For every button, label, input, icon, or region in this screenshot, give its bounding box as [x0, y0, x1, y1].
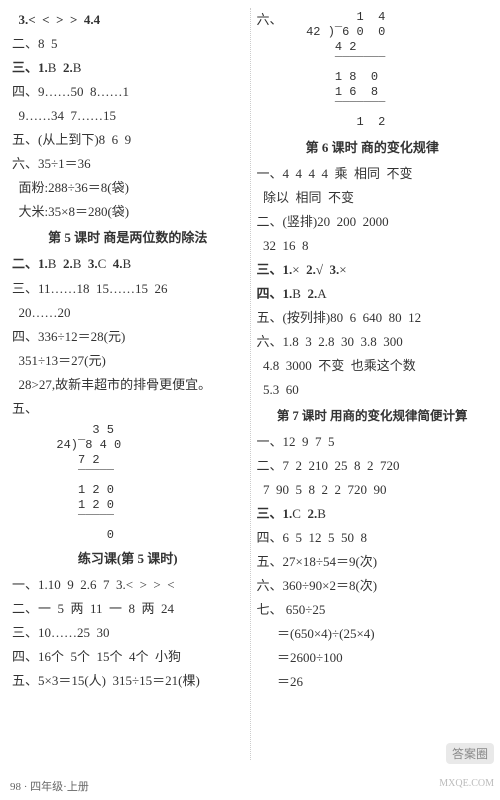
label: 三、1.	[257, 262, 293, 277]
label: 三、1.	[257, 506, 293, 521]
text-line: 二、一 5 两 11 一 8 两 24	[12, 597, 244, 621]
label: 2.	[307, 506, 317, 521]
label: 3.	[330, 262, 340, 277]
long-division-1: 3 5 24)‾8 4 0 7 2 ‾‾‾‾‾ 1 2 0 1 2 0 ‾‾‾‾…	[42, 423, 244, 543]
text-line: 三、1.C 2.B	[257, 502, 489, 526]
text-line: 五、27×18÷54＝9(次)	[257, 550, 489, 574]
label: 2.	[307, 286, 317, 301]
text-line: 面粉:288÷36＝8(袋)	[12, 176, 244, 200]
watermark-url: MXQE.COM	[439, 778, 494, 790]
text-line: 二、8 5	[12, 32, 244, 56]
page-footer: 98 · 四年级·上册	[10, 778, 89, 794]
text-line: 三、1.× 2.√ 3.×	[257, 258, 489, 282]
text-line: 5.3 60	[257, 378, 489, 402]
label: 4.	[113, 256, 123, 271]
text-line: 351÷13＝27(元)	[12, 349, 244, 373]
text-line: 四、16个 5个 15个 4个 小狗	[12, 645, 244, 669]
text-line: 一、1.10 9 2.6 7 3.< > > <	[12, 573, 244, 597]
label: 3.	[88, 256, 98, 271]
text-line: 五、	[12, 397, 244, 421]
label: 二、1.	[12, 256, 48, 271]
label: 三、1.	[12, 60, 48, 75]
text-line: 五、(按列排)80 6 640 80 12	[257, 306, 489, 330]
text-line: 三、10……25 30	[12, 621, 244, 645]
text-line: 七、 650÷25	[257, 598, 489, 622]
text-line: 一、12 9 7 5	[257, 430, 489, 454]
text-line: 28>27,故新丰超市的排骨更便宜。	[12, 373, 244, 397]
page-container: 3.< < > > 4.4 二、8 5 三、1.B 2.B 四、9……50 8……	[0, 0, 500, 760]
text-line: ＝(650×4)÷(25×4)	[271, 622, 489, 646]
label: 2.	[63, 60, 73, 75]
text-line: 一、4 4 4 4 乘 相同 不变	[257, 162, 489, 186]
text-line: 六、	[257, 8, 285, 134]
text-line: 六、360÷90×2＝8(次)	[257, 574, 489, 598]
section-5-title: 第 5 课时 商是两位数的除法	[12, 226, 244, 250]
text-line: 32 16 8	[257, 234, 489, 258]
text-line: 4.8 3000 不变 也乘这个数	[257, 354, 489, 378]
text-line: 二、(竖排)20 200 2000	[257, 210, 489, 234]
text-line: 二、1.B 2.B 3.C 4.B	[12, 252, 244, 276]
left-column: 3.< < > > 4.4 二、8 5 三、1.B 2.B 四、9……50 8……	[6, 8, 251, 760]
watermark-box: 答案圈	[446, 743, 494, 764]
text-line: ＝2600÷100	[271, 646, 489, 670]
text-line: 五、5×3＝15(人) 315÷15＝21(棵)	[12, 669, 244, 693]
text-line: 四、9……50 8……1	[12, 80, 244, 104]
text-line: 7 90 5 8 2 2 720 90	[257, 478, 489, 502]
text-line: 除以 相同 不变	[257, 186, 489, 210]
text-line: 六、35÷1＝36	[12, 152, 244, 176]
long-division-2: 1 4 42 )‾6 0 0 4 2 ‾‾‾‾‾‾‾ 1 8 0 1 6 8 ‾…	[285, 10, 393, 130]
text-line: 四、336÷12＝28(元)	[12, 325, 244, 349]
text-line: 五、(从上到下)8 6 9	[12, 128, 244, 152]
label: 2.	[63, 256, 73, 271]
practice-5-title: 练习课(第 5 课时)	[12, 547, 244, 571]
text-line: 20……20	[12, 301, 244, 325]
text-line: 三、11……18 15……15 26	[12, 277, 244, 301]
label: 四、1.	[257, 286, 293, 301]
text-line: 三、1.B 2.B	[12, 56, 244, 80]
text-line: 大米:35×8＝280(袋)	[12, 200, 244, 224]
section-7-title: 第 7 课时 用商的变化规律简便计算	[257, 405, 489, 428]
text-line: 四、1.B 2.A	[257, 282, 489, 306]
label: 2.	[306, 262, 316, 277]
text-line: 9……34 7……15	[12, 104, 244, 128]
text-line: ＝26	[271, 670, 489, 694]
text-line: 3.< < > > 4.4	[12, 8, 244, 32]
text-line: 二、7 2 210 25 8 2 720	[257, 454, 489, 478]
text-line: 六、1.8 3 2.8 30 3.8 300	[257, 330, 489, 354]
right-column: 六、 1 4 42 )‾6 0 0 4 2 ‾‾‾‾‾‾‾ 1 8 0 1 6 …	[251, 8, 495, 760]
section-6-title: 第 6 课时 商的变化规律	[257, 136, 489, 160]
text-line: 四、6 5 12 5 50 8	[257, 526, 489, 550]
